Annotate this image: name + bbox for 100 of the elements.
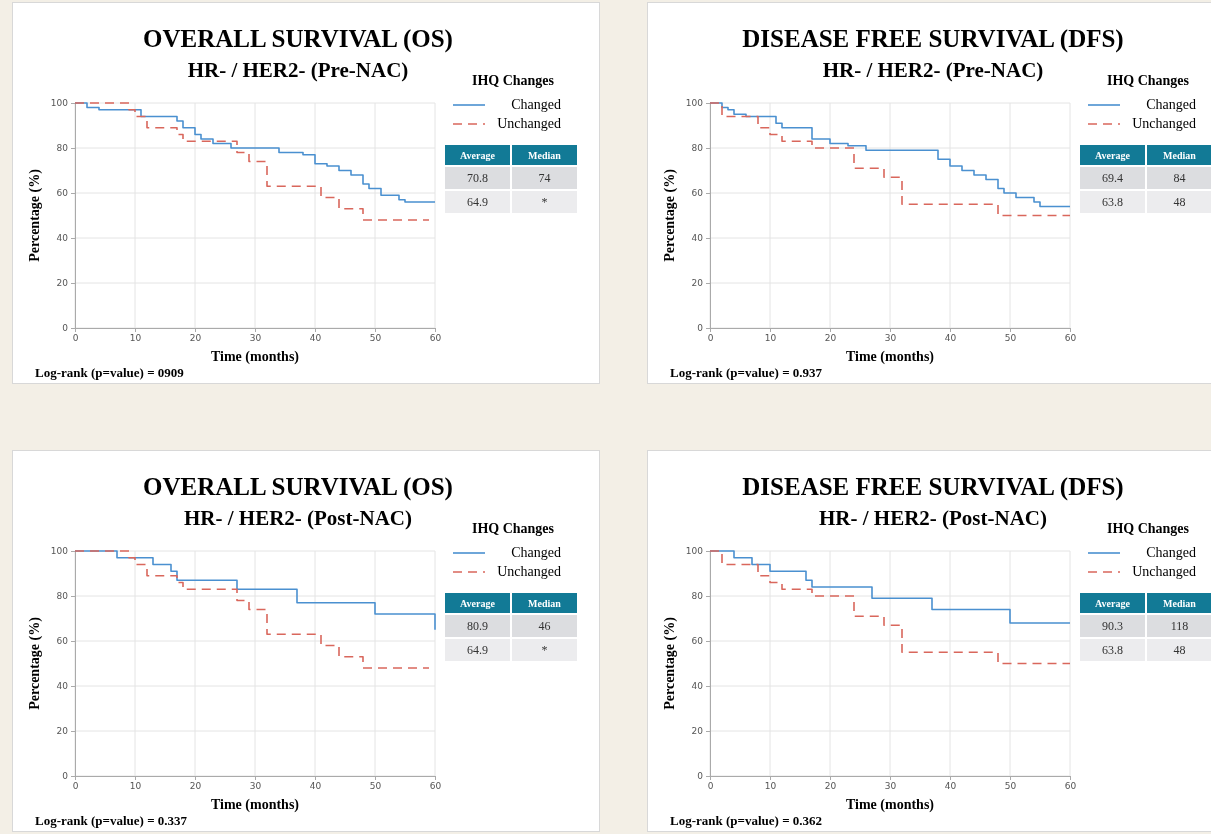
text: *: [541, 643, 548, 657]
y-tick-label: 40: [691, 681, 704, 692]
text: 118: [1170, 619, 1189, 633]
legend-title: IHQ Changes: [1106, 521, 1190, 536]
chart-subtitle: HR- / HER2- (Pre-NAC): [187, 58, 409, 82]
text: Average: [460, 598, 496, 609]
y-tick-label: 0: [697, 771, 704, 782]
text: 48: [1173, 195, 1186, 209]
text: Average: [1095, 150, 1131, 161]
text: Median: [528, 598, 562, 609]
y-tick-label: 40: [691, 233, 704, 244]
chart-title: DISEASE FREE SURVIVAL (DFS): [742, 473, 1124, 501]
x-axis-title: Time (months): [210, 349, 300, 365]
y-tick-label: 20: [56, 278, 69, 289]
legend-label: Unchanged: [1132, 564, 1196, 579]
y-tick-label: 20: [691, 278, 704, 289]
legend-label: Changed: [511, 97, 561, 112]
x-tick-label: 30: [884, 333, 897, 344]
x-tick-label: 30: [249, 781, 262, 792]
x-tick-label: 60: [429, 781, 442, 792]
x-tick-label: 60: [429, 333, 442, 344]
y-tick-label: 40: [56, 233, 69, 244]
y-tick-label: 100: [50, 98, 69, 109]
x-tick-label: 60: [1064, 333, 1077, 344]
x-tick-label: 30: [249, 333, 262, 344]
chart-title: DISEASE FREE SURVIVAL (DFS): [742, 25, 1124, 53]
y-tick-label: 80: [691, 143, 704, 154]
legend-title: IHQ Changes: [1106, 73, 1190, 88]
x-tick-label: 10: [764, 781, 777, 792]
x-tick-label: 20: [824, 333, 837, 344]
y-tick-label: 100: [685, 98, 704, 109]
x-tick-label: 10: [129, 781, 142, 792]
y-tick-label: 100: [50, 546, 69, 557]
y-tick-label: 80: [691, 591, 704, 602]
y-axis-title: Percentage (%): [27, 616, 43, 710]
y-tick-label: 80: [56, 591, 69, 602]
legend-label: Changed: [1146, 97, 1196, 112]
text: Average: [1095, 598, 1131, 609]
text: 63.8: [1102, 643, 1123, 657]
x-tick-label: 40: [309, 781, 322, 792]
chart-title: OVERALL SURVIVAL (OS): [143, 25, 453, 53]
y-tick-label: 60: [56, 636, 69, 647]
y-axis-title: Percentage (%): [662, 168, 678, 262]
legend-title: IHQ Changes: [471, 521, 555, 536]
y-tick-label: 0: [62, 323, 69, 334]
legend-title: IHQ Changes: [471, 73, 555, 88]
text: Log-rank (p=value) = 0909: [35, 365, 185, 380]
x-tick-label: 50: [1004, 781, 1017, 792]
y-tick-label: 60: [56, 188, 69, 199]
y-tick-label: 100: [685, 546, 704, 557]
text: *: [541, 195, 548, 209]
x-tick-label: 0: [72, 333, 79, 344]
chart-subtitle: HR- / HER2- (Post-NAC): [183, 506, 413, 530]
text: 46: [538, 619, 551, 633]
y-tick-label: 60: [691, 636, 704, 647]
legend-label: Unchanged: [497, 564, 561, 579]
text: Log-rank (p=value) = 0.937: [670, 365, 823, 380]
y-tick-label: 60: [691, 188, 704, 199]
x-tick-label: 20: [824, 781, 837, 792]
text: 48: [1173, 643, 1186, 657]
x-tick-label: 10: [129, 333, 142, 344]
y-axis-title: Percentage (%): [27, 168, 43, 262]
x-tick-label: 40: [944, 333, 957, 344]
text: 70.8: [467, 171, 488, 185]
x-tick-label: 50: [369, 781, 382, 792]
text: Median: [528, 150, 562, 161]
y-tick-label: 0: [62, 771, 69, 782]
x-tick-label: 50: [1004, 333, 1017, 344]
y-tick-label: 80: [56, 143, 69, 154]
text: 90.3: [1102, 619, 1123, 633]
x-axis-title: Time (months): [845, 797, 935, 813]
text: 63.8: [1102, 195, 1123, 209]
text: 80.9: [467, 619, 488, 633]
x-tick-label: 20: [189, 781, 202, 792]
chart-subtitle: HR- / HER2- (Post-NAC): [818, 506, 1048, 530]
legend-label: Unchanged: [497, 116, 561, 131]
text: 64.9: [467, 195, 488, 209]
y-axis-title: Percentage (%): [662, 616, 678, 710]
text: Median: [1163, 598, 1197, 609]
x-axis-title: Time (months): [845, 349, 935, 365]
text: Log-rank (p=value) = 0.362: [670, 813, 823, 828]
x-tick-label: 0: [72, 781, 79, 792]
x-tick-label: 0: [707, 781, 714, 792]
x-axis-title: Time (months): [210, 797, 300, 813]
text: 64.9: [467, 643, 488, 657]
x-tick-label: 0: [707, 333, 714, 344]
chart-title: OVERALL SURVIVAL (OS): [143, 473, 453, 501]
y-tick-label: 20: [56, 726, 69, 737]
x-tick-label: 60: [1064, 781, 1077, 792]
x-tick-label: 20: [189, 333, 202, 344]
x-tick-label: 30: [884, 781, 897, 792]
text: 84: [1173, 171, 1186, 185]
x-tick-label: 50: [369, 333, 382, 344]
text: 69.4: [1102, 171, 1123, 185]
y-tick-label: 0: [697, 323, 704, 334]
text: 74: [538, 171, 551, 185]
x-tick-label: 10: [764, 333, 777, 344]
chart-subtitle: HR- / HER2- (Pre-NAC): [822, 58, 1044, 82]
text: Median: [1163, 150, 1197, 161]
legend-label: Changed: [1146, 545, 1196, 560]
